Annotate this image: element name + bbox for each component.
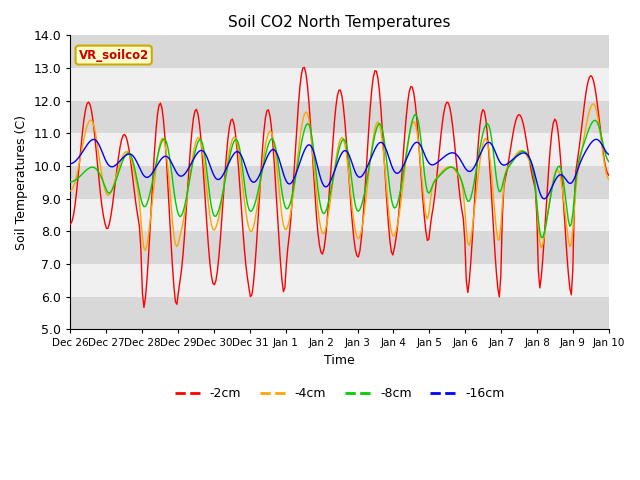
Bar — [70, 231, 609, 264]
Bar — [70, 264, 609, 297]
Bar — [70, 166, 609, 199]
Bar — [70, 133, 609, 166]
Bar — [70, 297, 609, 329]
Bar — [70, 36, 609, 68]
X-axis label: Time: Time — [324, 354, 355, 367]
Bar — [70, 68, 609, 101]
Text: VR_soilco2: VR_soilco2 — [79, 48, 148, 61]
Title: Soil CO2 North Temperatures: Soil CO2 North Temperatures — [228, 15, 451, 30]
Bar — [70, 101, 609, 133]
Y-axis label: Soil Temperatures (C): Soil Temperatures (C) — [15, 115, 28, 250]
Legend: -2cm, -4cm, -8cm, -16cm: -2cm, -4cm, -8cm, -16cm — [170, 383, 510, 406]
Bar — [70, 199, 609, 231]
